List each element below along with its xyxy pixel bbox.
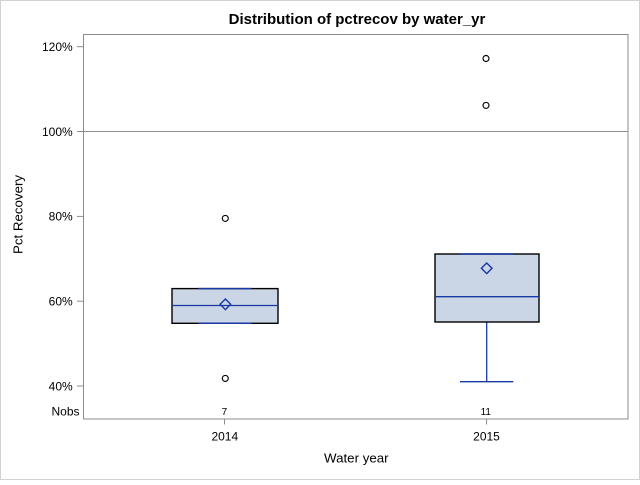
svg-text:2015: 2015 <box>473 430 500 444</box>
svg-text:40%: 40% <box>49 379 73 393</box>
svg-text:Water year: Water year <box>324 451 389 466</box>
svg-text:120%: 120% <box>42 40 73 54</box>
svg-text:60%: 60% <box>49 295 73 309</box>
svg-text:11: 11 <box>481 407 492 418</box>
svg-text:80%: 80% <box>49 210 73 224</box>
svg-text:100%: 100% <box>42 125 73 139</box>
svg-text:Pct Recovery: Pct Recovery <box>11 175 26 254</box>
svg-text:Distribution of pctrecov by wa: Distribution of pctrecov by water_yr <box>229 11 486 28</box>
svg-text:Nobs: Nobs <box>51 405 79 419</box>
svg-text:7: 7 <box>222 407 228 418</box>
svg-text:2014: 2014 <box>211 430 238 444</box>
